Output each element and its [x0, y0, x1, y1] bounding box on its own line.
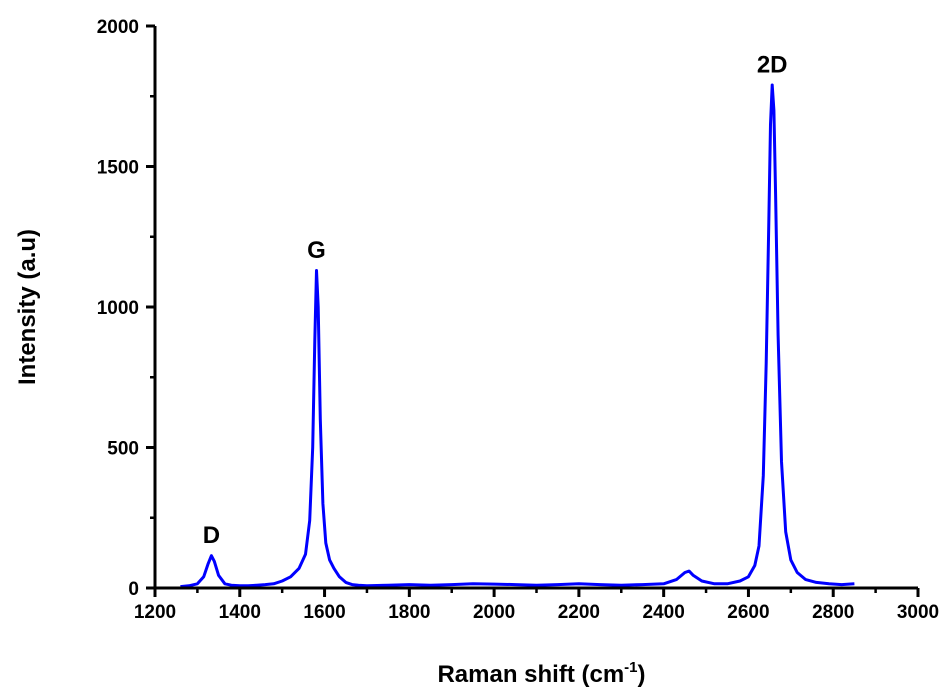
peak-labels: D G 2D	[203, 51, 788, 549]
x-tick-label: 2600	[727, 602, 769, 623]
y-tick-label: 2000	[97, 17, 139, 38]
x-axis-title-superscript: -1	[624, 659, 637, 676]
ticks-layer: 1200 1400 1600 1800 2000 2200 2400 2600 2800 3000…	[97, 17, 939, 623]
x-axis-title-main: Raman shift (cm	[437, 661, 624, 688]
x-tick-label: 1400	[219, 602, 261, 623]
y-tick-label: 0	[128, 579, 139, 600]
x-tick-label: 1600	[303, 602, 345, 623]
x-tick-label: 2400	[643, 602, 685, 623]
x-tick-label: 1800	[388, 602, 430, 623]
x-tick-label: 1200	[134, 602, 176, 623]
y-axis-title: Intensity (a.u)	[14, 229, 41, 385]
x-axis-title: Raman shift (cm-1)	[437, 659, 645, 688]
peak-label-g: G	[307, 237, 326, 264]
peak-label-2d: 2D	[757, 51, 788, 78]
x-tick-label: 2000	[473, 602, 515, 623]
x-tick-label: 3000	[897, 602, 939, 623]
y-tick-label: 1000	[97, 298, 139, 319]
peak-label-d: D	[203, 522, 220, 549]
y-tick-label: 500	[107, 439, 139, 460]
x-axis-title-close: )	[638, 661, 646, 688]
x-tick-label: 2200	[558, 602, 600, 623]
spectrum-line	[180, 83, 855, 589]
x-tick-label: 2800	[812, 602, 854, 623]
y-tick-label: 1500	[97, 158, 139, 179]
